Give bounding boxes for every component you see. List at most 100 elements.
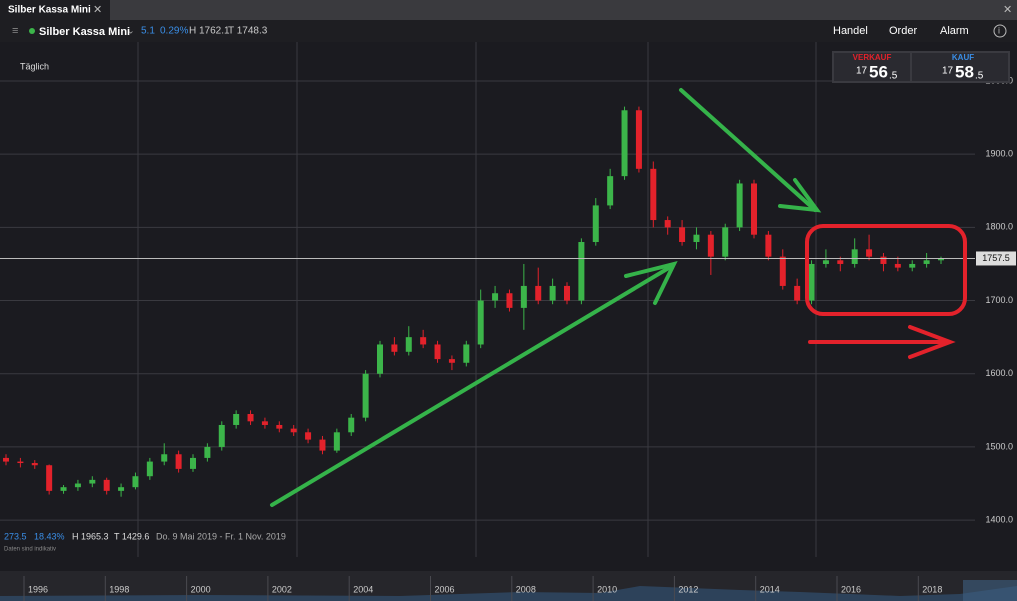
action-button[interactable]: Handel [833,25,868,37]
navigator-year: 2000 [191,584,211,594]
candle-body [707,234,714,257]
dropdown[interactable]: ⌄ [127,25,135,35]
tab-close[interactable]: ✕ [93,4,102,16]
navigator-year: 2010 [597,584,617,594]
trend-arrow-down [679,88,817,212]
candle-body [31,463,38,466]
period-range: Do. 9 Mai 2019 - Fr. 1 Nov. 2019 [156,531,286,541]
candle-body [118,487,125,491]
period-low: T 1429.6 [114,531,149,541]
candle-body [722,227,729,257]
y-tick-label: 1500.0 [985,441,1013,451]
candle-body [190,457,196,469]
y-tick-label: 1900.0 [985,149,1013,159]
candle-body [290,428,297,433]
period-high: H 1965.3 [72,531,109,541]
candle-body [161,454,168,462]
y-tick-label: 1700.0 [985,295,1013,305]
tab-bar [0,0,1017,20]
navigator-window[interactable] [963,580,1017,601]
navigator-year: 2018 [922,584,942,594]
buy-label: KAUF [952,53,974,62]
trend-arrow-up [270,264,674,507]
info-icon[interactable] [993,24,1007,38]
candle-body [276,424,283,429]
candle-body [305,432,312,440]
candle-body [938,258,944,261]
candle-body [103,479,110,491]
sell-prefix: 17 [856,66,868,77]
sell-suffix: .5 [889,71,898,82]
action-button[interactable]: Order [889,25,917,37]
buy-prefix: 17 [942,66,954,77]
buy-button[interactable] [912,53,1008,81]
candle-body [779,256,786,286]
candle-body [261,421,268,425]
day-low: T 1748.3 [228,26,268,37]
candle-body [736,183,743,228]
candle-body [693,234,700,243]
candle-body [808,263,815,301]
action-button[interactable]: Alarm [940,25,969,37]
annotations [270,88,967,507]
sell-main: 56 [869,62,888,81]
navigator-year: 2012 [678,584,698,594]
candle-body [319,439,326,451]
status-dot [29,28,35,34]
interval-label[interactable]: Täglich [20,61,49,71]
candle-body [175,454,182,469]
toolbar [0,20,1017,42]
last-price-marker [976,251,1016,266]
navigator-area [0,586,1017,601]
date-axis [0,557,1017,571]
candle-body [218,424,225,447]
candle-body [448,359,455,363]
change-pct: 0.29% [160,26,188,37]
candle-body [635,110,642,169]
candle-body [751,183,757,235]
candle-body [664,220,671,228]
day-high: H 1762.1 [189,26,230,37]
menu-icon[interactable]: ≡ [12,25,18,37]
candle-body [89,479,96,484]
change: 5.1 [141,26,155,37]
candle-body [650,168,657,221]
navigator-year: 2016 [841,584,861,594]
candle-body [492,293,499,301]
candle-body [592,205,599,243]
instrument[interactable]: Silber Kassa Mini [39,26,130,38]
candle-body [679,227,686,243]
candle-body [520,285,527,308]
buy-suffix: .5 [975,71,984,82]
last-price-label: 1757.5 [982,253,1010,263]
navigator-year: 2008 [516,584,536,594]
disclaimer: Daten sind indikativ [4,547,56,553]
arrow-head [778,178,822,213]
candle-body [377,344,383,374]
y-tick-label: 1400.0 [985,514,1013,524]
candle-body [362,373,369,418]
navigator-year: 2002 [272,584,292,594]
tab[interactable] [0,0,110,20]
candle-body [46,465,53,491]
navigator-year: 2006 [435,584,455,594]
candle-body [3,457,9,462]
sell-button[interactable] [834,53,910,81]
range-box [805,224,967,316]
navigator-year: 2014 [760,584,780,594]
candle-body [333,432,340,451]
candle-body [794,285,801,301]
window-close[interactable]: ✕ [1003,4,1012,16]
candle-body [880,256,887,264]
candle-body [923,260,930,264]
candle-body [894,263,901,268]
candle-body [607,176,614,206]
candle-body [463,344,470,363]
tab-title: Silber Kassa Mini [8,5,91,16]
candle-body [549,285,556,301]
candle-body [578,242,585,301]
candle-body [866,249,873,257]
candle-body [434,344,441,360]
